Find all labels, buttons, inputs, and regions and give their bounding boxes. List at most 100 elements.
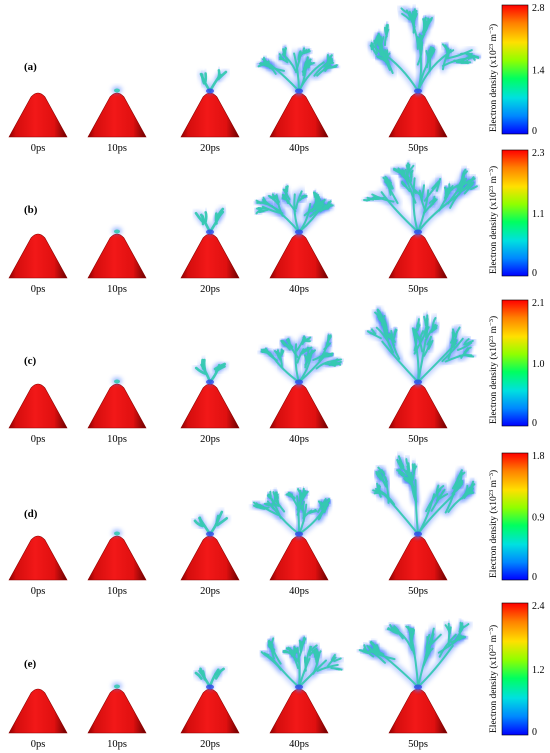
panel-label-a: (a) (24, 61, 37, 73)
streamer-discharge (369, 452, 478, 538)
time-label-c-3: 40ps (289, 434, 309, 445)
time-label-e-2: 20ps (200, 739, 220, 750)
time-label-d-0: 0ps (31, 586, 46, 597)
panel-c: (c) 0ps 10ps 20ps 40ps 50ps 2.1 1.0 0 Elect… (8, 298, 545, 445)
streamer-discharge (253, 182, 337, 236)
colorbar-tick-max: 2.4 (532, 601, 545, 612)
cone-electrode (8, 92, 68, 138)
time-label-d-1: 10ps (107, 586, 127, 597)
colorbar-tick-min: 0 (532, 727, 537, 738)
colorbar-tick-mid: 1.0 (532, 359, 545, 370)
colorbar-title: Electron density (x1023 m−3) (488, 470, 500, 578)
cone-electrode (87, 383, 147, 429)
colorbar-gradient (501, 4, 529, 135)
colorbar-tick-mid: 1.4 (532, 66, 545, 77)
streamer-discharge (250, 485, 333, 538)
panel-b: (b) 0ps 10ps 20ps 40ps 50ps 2.3 1.1 0 Elect… (8, 148, 545, 295)
time-label-e-0: 0ps (31, 739, 46, 750)
simulation-snapshot (87, 227, 147, 279)
colorbar-tick-mid: 1.1 (532, 209, 545, 220)
streamer-discharge (193, 357, 228, 385)
colorbar-gradient (501, 299, 529, 427)
cone-electrode (8, 688, 68, 734)
colorbar-tick-min: 0 (532, 572, 537, 583)
cone-electrode (8, 535, 68, 581)
colorbar-tick-min: 0 (532, 126, 537, 137)
streamer-discharge (356, 619, 472, 691)
colorbar-tick-max: 2.1 (532, 298, 545, 309)
colorbar-c: 2.1 1.0 0 Electron density (x1023 m−3) (488, 298, 545, 429)
simulation-snapshot (8, 535, 68, 581)
cone-electrode (180, 535, 240, 581)
colorbar-b: 2.3 1.1 0 Electron density (x1023 m−3) (488, 148, 545, 279)
simulation-snapshot (8, 92, 68, 138)
colorbar-title: Electron density (x1023 m−3) (488, 24, 500, 132)
simulation-snapshot (180, 357, 240, 429)
simulation-snapshot (87, 86, 147, 138)
streamer-discharge (112, 377, 122, 385)
colorbar-tick-max: 1.8 (532, 451, 545, 462)
streamer-discharge (360, 159, 481, 236)
panel-label-e: (e) (24, 658, 37, 670)
colorbar-tick-min: 0 (532, 418, 537, 429)
streamer-discharge (193, 206, 226, 235)
time-label-d-4: 50ps (408, 586, 428, 597)
colorbar-d: 1.8 0.9 0 Electron density (x1023 m−3) (488, 451, 545, 583)
colorbar-tick-max: 2.8 (532, 3, 545, 14)
time-label-b-0: 0ps (31, 284, 46, 295)
simulation-snapshot (253, 182, 337, 279)
streamer-discharge (112, 227, 122, 235)
time-label-b-2: 20ps (200, 284, 220, 295)
time-label-c-0: 0ps (31, 434, 46, 445)
time-label-b-3: 40ps (289, 284, 309, 295)
panel-label-d: (d) (24, 508, 38, 520)
simulation-snapshot (180, 665, 240, 734)
cone-electrode (87, 688, 147, 734)
simulation-snapshot (258, 331, 345, 429)
time-label-b-1: 10ps (107, 284, 127, 295)
colorbar-title: Electron density (x1023 m−3) (488, 316, 500, 424)
colorbar-title: Electron density (x1023 m−3) (488, 625, 500, 733)
streamer-discharge (258, 634, 345, 691)
panel-d: (d) 0ps 10ps 20ps 40ps 50ps 1.8 0.9 0 Elect… (8, 451, 545, 597)
streamer-discharge (192, 665, 227, 690)
streamer-discharge (112, 682, 122, 690)
cone-electrode (87, 233, 147, 279)
streamer-discharge (112, 86, 122, 94)
simulation-snapshot (250, 485, 333, 581)
simulation-snapshot (180, 67, 240, 138)
colorbar-tick-min: 0 (532, 268, 537, 279)
panel-e: (e) 0ps 10ps 20ps 40ps 50ps 2.4 1.2 0 Elect… (8, 601, 545, 750)
simulation-snapshot (364, 306, 477, 429)
cone-electrode (388, 233, 448, 279)
simulation-snapshot (8, 688, 68, 734)
streamer-discharge (258, 331, 345, 386)
time-label-a-0: 0ps (31, 143, 46, 154)
time-label-a-2: 20ps (200, 143, 220, 154)
panel-a: (a) 0ps 10ps 20ps 40ps 50ps 2.8 1.4 0 Elect… (8, 3, 545, 154)
time-label-c-2: 20ps (200, 434, 220, 445)
simulation-snapshot (367, 4, 482, 138)
cone-electrode (388, 688, 448, 734)
cone-electrode (269, 383, 329, 429)
streamer-discharge (192, 509, 230, 537)
cone-electrode (269, 233, 329, 279)
simulation-snapshot (87, 682, 147, 734)
streamer-discharge (255, 44, 341, 95)
time-label-a-1: 10ps (107, 143, 127, 154)
panel-label-b: (b) (24, 204, 38, 216)
panel-label-c: (c) (24, 355, 37, 367)
simulation-snapshot (369, 452, 478, 581)
simulation-snapshot (180, 206, 240, 279)
colorbar-gradient (501, 452, 529, 581)
colorbar-tick-mid: 0.9 (532, 513, 545, 524)
time-label-a-4: 50ps (408, 143, 428, 154)
cone-electrode (269, 92, 329, 138)
cone-electrode (180, 92, 240, 138)
time-label-e-4: 50ps (408, 739, 428, 750)
cone-electrode (87, 92, 147, 138)
simulation-snapshot (180, 509, 240, 581)
cone-electrode (269, 688, 329, 734)
time-label-d-2: 20ps (200, 586, 220, 597)
